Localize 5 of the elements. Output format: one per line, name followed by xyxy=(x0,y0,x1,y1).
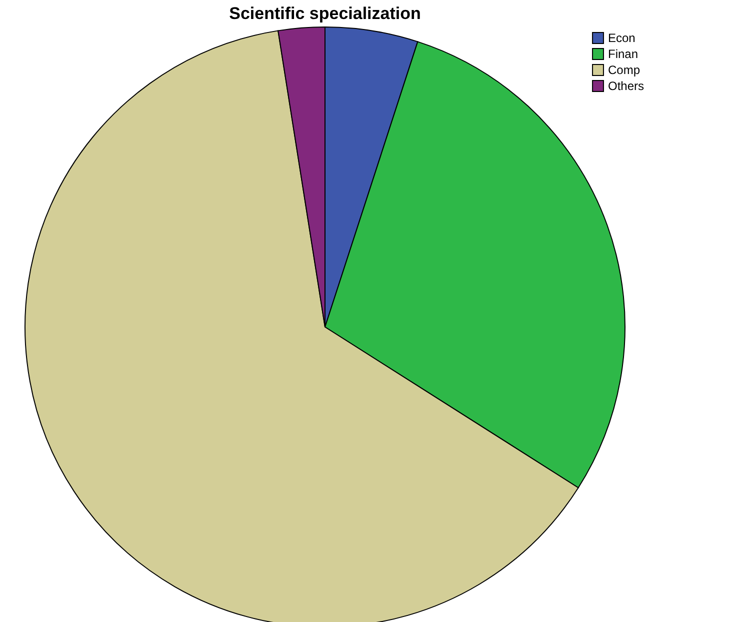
chart-title: Scientific specialization xyxy=(229,4,421,23)
legend-label: Comp xyxy=(608,63,640,77)
legend-label: Econ xyxy=(608,31,636,45)
legend-label: Finan xyxy=(608,47,638,61)
legend-label: Others xyxy=(608,79,644,93)
